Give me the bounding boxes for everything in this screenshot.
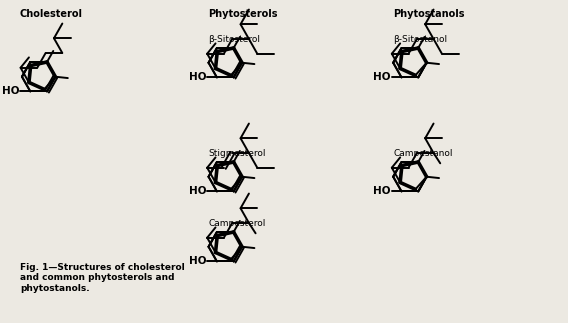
Text: Fig. 1—Structures of cholesterol
and common phytosterols and
phytostanols.: Fig. 1—Structures of cholesterol and com… (20, 263, 185, 293)
Text: HO: HO (373, 186, 391, 196)
Text: Cholesterol: Cholesterol (20, 9, 83, 19)
Text: HO: HO (189, 186, 206, 196)
Text: HO: HO (189, 72, 206, 82)
Text: HO: HO (189, 256, 206, 266)
Text: Campesterol: Campesterol (208, 219, 266, 228)
Text: Stigmasterol: Stigmasterol (208, 149, 266, 158)
Text: β-Sitostanol: β-Sitostanol (393, 35, 448, 44)
Text: HO: HO (2, 87, 19, 97)
Text: β-Sitosterol: β-Sitosterol (208, 35, 261, 44)
Text: Phytostanols: Phytostanols (393, 9, 465, 19)
Text: HO: HO (373, 72, 391, 82)
Text: Campestanol: Campestanol (393, 149, 453, 158)
Text: Phytosterols: Phytosterols (208, 9, 278, 19)
